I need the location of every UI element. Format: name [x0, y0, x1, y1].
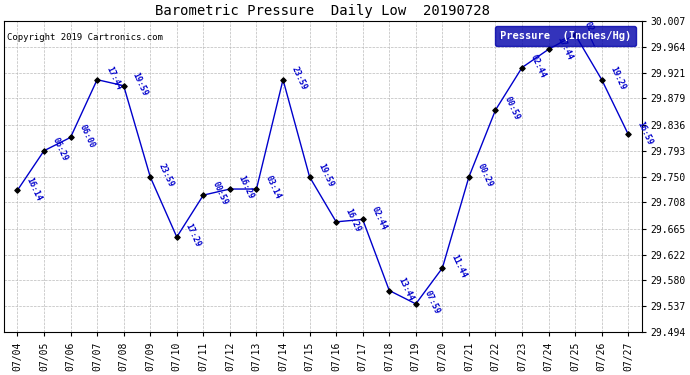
Point	[171, 234, 182, 240]
Text: 00:59: 00:59	[210, 180, 229, 207]
Text: 19:29: 19:29	[609, 65, 627, 92]
Point	[251, 186, 262, 192]
Point	[304, 174, 315, 180]
Point	[596, 76, 607, 82]
Text: 19:59: 19:59	[317, 162, 335, 189]
Text: Copyright 2019 Cartronics.com: Copyright 2019 Cartronics.com	[8, 33, 164, 42]
Point	[623, 131, 634, 137]
Point	[92, 76, 103, 82]
Point	[331, 219, 342, 225]
Point	[384, 288, 395, 294]
Point	[118, 83, 129, 89]
Point	[198, 192, 209, 198]
Text: 17:29: 17:29	[184, 222, 202, 249]
Text: 23:59: 23:59	[157, 162, 176, 189]
Point	[570, 32, 581, 38]
Text: 07:59: 07:59	[423, 289, 442, 316]
Text: 02:44: 02:44	[370, 205, 388, 231]
Text: 16:59: 16:59	[635, 120, 654, 146]
Point	[12, 187, 23, 193]
Point	[517, 64, 528, 70]
Text: 06:00: 06:00	[77, 123, 96, 149]
Text: 17:44: 17:44	[555, 34, 574, 61]
Text: 16:14: 16:14	[24, 176, 43, 202]
Point	[490, 107, 501, 113]
Text: 17:44: 17:44	[104, 65, 123, 92]
Text: 00:29: 00:29	[476, 162, 495, 189]
Point	[543, 46, 554, 52]
Text: 23:59: 23:59	[290, 65, 308, 92]
Text: 13:44: 13:44	[396, 276, 415, 302]
Point	[65, 134, 76, 140]
Point	[145, 174, 156, 180]
Text: 16:29: 16:29	[237, 174, 255, 201]
Point	[437, 265, 448, 271]
Point	[357, 216, 368, 222]
Text: 02:__: 02:__	[582, 20, 601, 46]
Text: 00:59: 00:59	[502, 95, 521, 122]
Title: Barometric Pressure  Daily Low  20190728: Barometric Pressure Daily Low 20190728	[155, 4, 491, 18]
Text: 19:59: 19:59	[130, 71, 149, 98]
Text: 03:14: 03:14	[264, 174, 282, 201]
Point	[464, 174, 475, 180]
Legend: Pressure  (Inches/Hg): Pressure (Inches/Hg)	[495, 26, 636, 46]
Point	[277, 76, 288, 82]
Text: 16:29: 16:29	[343, 207, 362, 234]
Text: 06:29: 06:29	[51, 136, 70, 163]
Point	[39, 148, 50, 154]
Text: 02:44: 02:44	[529, 53, 548, 80]
Point	[224, 186, 235, 192]
Point	[411, 301, 422, 307]
Text: 11:44: 11:44	[449, 254, 468, 280]
